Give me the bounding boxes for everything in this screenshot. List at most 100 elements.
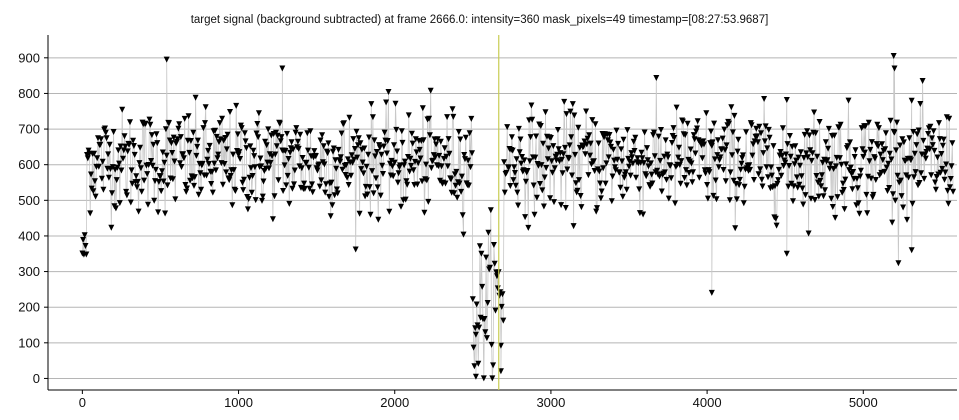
data-point bbox=[306, 185, 313, 192]
data-point bbox=[119, 106, 126, 113]
data-point bbox=[343, 162, 350, 168]
data-point bbox=[312, 153, 319, 160]
data-point bbox=[867, 146, 874, 153]
data-point bbox=[817, 177, 824, 184]
data-point bbox=[174, 136, 181, 143]
data-point bbox=[416, 146, 423, 153]
data-point bbox=[473, 301, 480, 308]
data-point bbox=[515, 202, 522, 209]
data-point bbox=[850, 169, 857, 175]
data-point bbox=[598, 188, 605, 195]
data-point bbox=[273, 143, 280, 150]
data-point bbox=[124, 148, 131, 155]
data-point bbox=[394, 179, 401, 186]
data-point bbox=[180, 155, 187, 162]
data-point bbox=[360, 170, 367, 177]
data-point bbox=[152, 166, 159, 173]
data-point bbox=[900, 204, 907, 211]
data-point bbox=[872, 177, 879, 183]
x-tick-label: 2000 bbox=[380, 395, 409, 410]
data-point bbox=[944, 187, 951, 194]
data-point bbox=[870, 191, 877, 198]
data-point bbox=[566, 142, 573, 149]
data-point bbox=[694, 125, 700, 132]
data-point bbox=[892, 197, 899, 204]
data-point bbox=[137, 165, 144, 172]
data-point bbox=[487, 207, 494, 214]
data-point bbox=[736, 176, 743, 183]
data-point bbox=[112, 205, 119, 212]
data-point bbox=[939, 142, 946, 149]
data-point bbox=[783, 97, 790, 103]
data-point bbox=[804, 154, 811, 161]
data-point bbox=[575, 124, 582, 131]
data-point bbox=[755, 171, 762, 178]
data-point bbox=[442, 180, 449, 187]
data-point bbox=[153, 131, 160, 138]
data-point bbox=[511, 164, 518, 171]
data-point bbox=[455, 129, 462, 135]
data-point bbox=[770, 143, 777, 150]
data-point bbox=[176, 121, 183, 128]
data-point bbox=[887, 117, 894, 124]
data-point bbox=[175, 125, 182, 132]
data-point bbox=[782, 159, 789, 166]
data-point bbox=[645, 163, 652, 170]
data-point bbox=[539, 187, 546, 194]
data-point bbox=[524, 168, 531, 174]
data-point bbox=[241, 130, 248, 137]
data-point bbox=[538, 162, 545, 169]
data-point bbox=[818, 172, 825, 179]
data-point bbox=[808, 157, 815, 164]
data-point bbox=[110, 129, 117, 135]
data-point bbox=[847, 139, 853, 146]
data-point bbox=[289, 185, 296, 192]
data-point bbox=[941, 176, 948, 183]
data-point bbox=[526, 158, 533, 165]
data-point bbox=[500, 317, 507, 324]
data-point bbox=[555, 146, 562, 153]
data-point bbox=[692, 150, 699, 157]
data-point bbox=[800, 155, 807, 161]
data-point bbox=[81, 232, 88, 239]
data-point bbox=[916, 180, 923, 186]
data-point bbox=[772, 215, 779, 222]
data-point bbox=[333, 186, 340, 193]
data-point bbox=[427, 87, 434, 94]
data-point bbox=[701, 141, 707, 148]
data-point bbox=[736, 182, 743, 189]
data-point bbox=[542, 109, 549, 116]
data-point bbox=[729, 152, 736, 159]
data-point bbox=[754, 139, 761, 146]
data-point bbox=[426, 132, 433, 139]
data-point bbox=[237, 156, 244, 162]
data-point bbox=[832, 214, 839, 221]
data-point bbox=[162, 126, 169, 133]
data-point bbox=[890, 191, 896, 198]
data-point bbox=[423, 177, 430, 184]
data-point bbox=[227, 109, 233, 115]
data-point bbox=[519, 154, 525, 160]
data-point bbox=[626, 158, 633, 165]
data-point bbox=[734, 148, 741, 155]
data-point bbox=[117, 143, 124, 150]
data-point bbox=[255, 134, 262, 141]
data-point bbox=[540, 140, 547, 147]
data-point bbox=[208, 181, 215, 187]
data-point bbox=[790, 198, 796, 205]
data-point bbox=[118, 167, 125, 174]
data-point bbox=[815, 193, 822, 200]
data-point bbox=[309, 181, 315, 188]
data-point bbox=[244, 206, 251, 213]
data-point bbox=[729, 129, 736, 136]
data-point bbox=[284, 172, 291, 179]
data-point bbox=[456, 180, 463, 187]
data-point bbox=[803, 150, 810, 157]
data-point bbox=[684, 120, 691, 127]
data-point bbox=[558, 156, 565, 163]
data-point bbox=[157, 173, 164, 180]
data-point bbox=[338, 130, 345, 137]
data-point bbox=[272, 151, 279, 158]
data-point bbox=[559, 170, 566, 177]
data-point bbox=[627, 172, 634, 179]
